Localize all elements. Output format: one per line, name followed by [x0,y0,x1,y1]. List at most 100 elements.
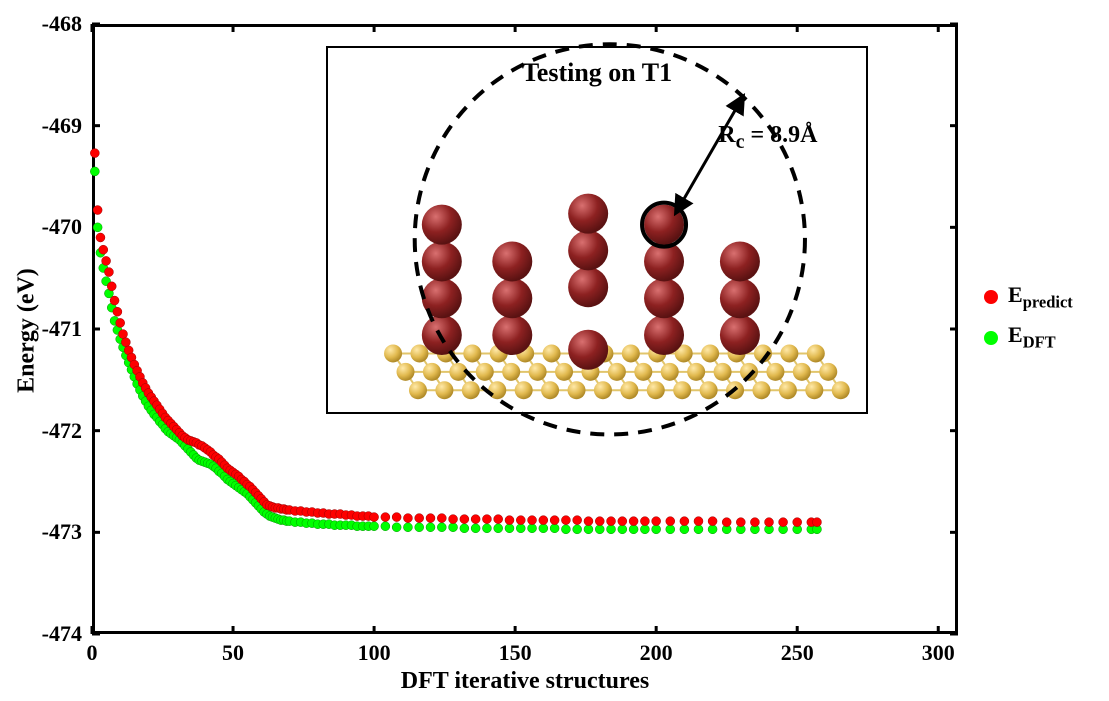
substrate-atom [673,381,691,399]
data-point [494,524,503,533]
data-point [90,167,99,176]
data-point [102,256,111,265]
red-atoms-group [422,194,760,370]
substrate-atom [779,381,797,399]
y-tick-label: -469 [42,113,82,139]
data-point [370,513,379,522]
data-point [415,523,424,532]
data-point [104,268,113,277]
data-point [550,524,559,533]
x-tick-label: 300 [922,640,955,666]
substrate-atom [766,363,784,381]
data-point [666,517,675,526]
data-point [426,523,435,532]
data-point [494,515,503,524]
inset-diagram [328,48,866,412]
red-atom [720,278,760,318]
data-point [539,524,548,533]
substrate-atom [793,363,811,381]
substrate-atom [805,381,823,399]
data-point [640,525,649,534]
data-point [640,517,649,526]
substrate-atom [752,381,770,399]
data-point [119,330,128,339]
substrate-atom [780,344,798,362]
red-atom [568,230,608,270]
data-point [812,518,821,527]
data-point [392,523,401,532]
x-axis-label: DFT iterative structures [401,668,649,695]
data-point [505,524,514,533]
legend-item: Epredict [984,282,1073,312]
red-atom [422,241,462,281]
data-point [90,149,99,158]
data-point [561,525,570,534]
red-atom [492,315,532,355]
substrate-atom [529,363,547,381]
x-tick-label: 0 [87,640,98,666]
data-point [708,525,717,534]
red-atom [720,241,760,281]
x-tick-label: 150 [499,640,532,666]
red-atom [492,278,532,318]
red-atom [422,205,462,245]
data-point [666,525,675,534]
substrate-atom [807,344,825,362]
data-point [116,318,125,327]
y-tick-label: -471 [42,316,82,342]
data-point [121,338,130,347]
data-point [460,524,469,533]
data-point [528,524,537,533]
red-atom [568,330,608,370]
data-point [93,206,102,215]
data-point [652,525,661,534]
substrate-atom [620,381,638,399]
data-point [449,515,458,524]
red-atom [720,315,760,355]
data-point [550,516,559,525]
x-tick-label: 200 [640,640,673,666]
data-point [708,517,717,526]
data-point [618,517,627,526]
data-point [680,517,689,526]
substrate-atom [647,381,665,399]
red-atom [644,278,684,318]
data-point [437,514,446,523]
substrate-atom [819,363,837,381]
substrate-group [384,344,850,399]
substrate-atom [568,381,586,399]
data-point [750,518,759,527]
data-point [694,525,703,534]
data-point [793,518,802,527]
data-point [584,517,593,526]
data-point [107,282,116,291]
data-point [765,518,774,527]
legend-swatch [984,290,998,304]
substrate-atom [701,344,719,362]
red-atom [568,194,608,234]
legend-swatch [984,331,998,345]
data-point [415,514,424,523]
substrate-atom [462,381,480,399]
data-point [607,525,616,534]
y-axis-label: Energy (eV) [13,201,40,461]
rc-label: Rc = 8.9Å [718,122,817,154]
substrate-atom [541,381,559,399]
x-tick-label: 250 [781,640,814,666]
data-point [652,517,661,526]
data-point [460,515,469,524]
data-point [694,517,703,526]
substrate-atom [622,344,640,362]
y-tick-label: -474 [42,621,82,647]
data-point [528,516,537,525]
data-point [403,514,412,523]
data-point [93,223,102,232]
data-point [516,516,525,525]
red-atom [492,241,532,281]
data-point [426,514,435,523]
inset-box: Testing on T1 [326,46,868,414]
substrate-atom [409,381,427,399]
legend-label: Epredict [1008,282,1073,312]
data-point [539,516,548,525]
rc-label-val: = 8.9Å [744,122,817,148]
